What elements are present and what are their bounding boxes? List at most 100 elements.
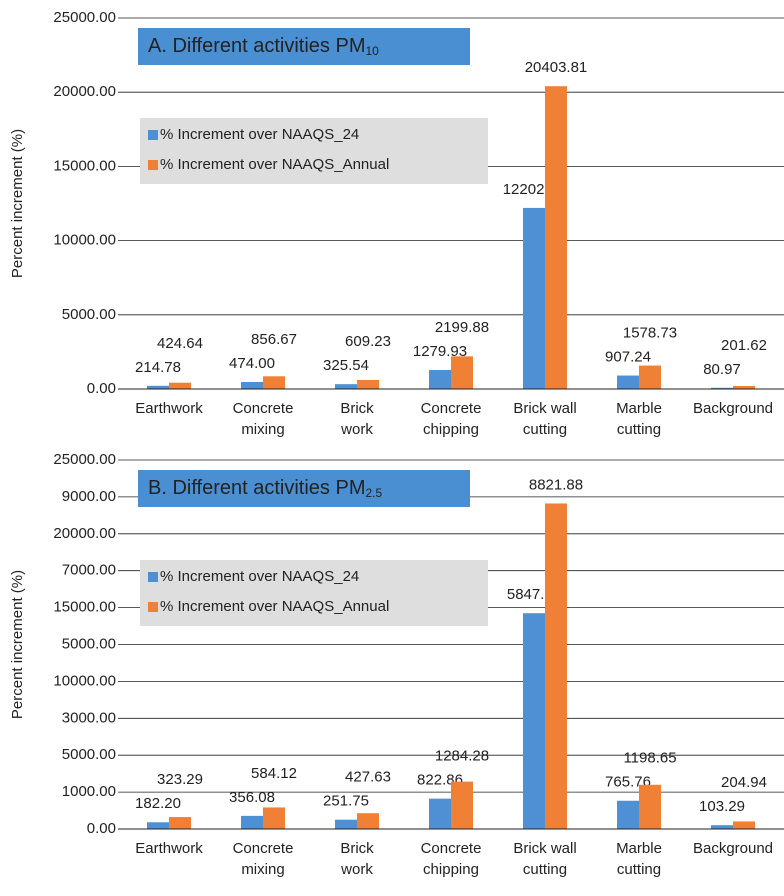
x-tick-label: Concrete xyxy=(233,400,294,417)
value-label: 325.54 xyxy=(323,357,369,374)
x-tick-label: Earthwork xyxy=(135,840,203,857)
value-label: 474.00 xyxy=(229,355,275,372)
title-subscript: 10 xyxy=(365,44,379,58)
chart-title: A. Different activities PM10 xyxy=(148,35,379,58)
y-tick-label: 5000.00 xyxy=(62,306,116,323)
y-axis-label: Percent increment (%) xyxy=(9,129,26,278)
legend-marker xyxy=(148,160,158,170)
x-tick-label: cutting xyxy=(523,861,567,878)
value-label: 356.08 xyxy=(229,789,275,806)
legend-label: % Increment over NAAQS_24 xyxy=(160,568,359,585)
bar xyxy=(263,376,285,389)
y-tick-label: 15000.00 xyxy=(53,157,116,174)
bar xyxy=(451,781,473,829)
legend-marker xyxy=(148,130,158,140)
x-tick-label: Brick xyxy=(340,400,374,417)
value-label: 251.75 xyxy=(323,793,369,810)
value-label: 20403.81 xyxy=(525,59,588,76)
bar xyxy=(169,817,191,829)
value-label: 907.24 xyxy=(605,349,651,366)
legend-marker xyxy=(148,572,158,582)
x-tick-label: Marble xyxy=(616,400,662,417)
value-label: 2199.88 xyxy=(435,319,489,336)
x-tick-label: cutting xyxy=(617,421,661,438)
bar xyxy=(335,819,357,829)
value-label: 584.12 xyxy=(251,765,297,782)
legend-label: % Increment over NAAQS_Annual xyxy=(160,598,389,615)
bar xyxy=(429,370,451,389)
title-box: B. Different activities PM2.5 xyxy=(138,470,470,507)
value-label: 1279.93 xyxy=(413,343,467,360)
bar xyxy=(335,384,357,389)
y-tick-label: 3000.00 xyxy=(62,709,116,726)
x-tick-label: Background xyxy=(693,400,773,417)
x-tick-label: Concrete xyxy=(421,840,482,857)
value-label: 609.23 xyxy=(345,333,391,350)
x-tick-label: Concrete xyxy=(421,400,482,417)
x-tick-label: Marble xyxy=(616,840,662,857)
bar xyxy=(169,382,191,389)
legend-marker xyxy=(148,602,158,612)
bar xyxy=(147,822,169,829)
y-tick-label: 10000.00 xyxy=(53,232,116,249)
y-tick-label: 7000.00 xyxy=(62,562,116,579)
bar xyxy=(357,379,379,389)
y-tick-label: 15000.00 xyxy=(53,599,116,616)
bar xyxy=(617,375,639,389)
value-label: 8821.88 xyxy=(529,476,583,493)
value-label: 80.97 xyxy=(703,361,741,378)
bar xyxy=(241,815,263,829)
bar xyxy=(147,385,169,389)
x-tick-label: Brick wall xyxy=(513,840,576,857)
bar xyxy=(523,613,545,829)
bar xyxy=(545,503,567,829)
x-tick-label: chipping xyxy=(423,861,479,878)
value-label: 323.29 xyxy=(157,771,203,788)
title-subscript: 2.5 xyxy=(365,486,382,500)
x-tick-label: Background xyxy=(693,840,773,857)
legend-background xyxy=(140,560,488,626)
bar xyxy=(711,387,733,389)
value-label: 201.62 xyxy=(721,337,767,354)
bar xyxy=(711,825,733,829)
bar xyxy=(523,207,545,389)
bar xyxy=(241,381,263,389)
legend-background xyxy=(140,118,488,184)
y-tick-label: 5000.00 xyxy=(62,635,116,652)
x-tick-label: Brick wall xyxy=(513,400,576,417)
x-tick-label: cutting xyxy=(617,861,661,878)
bar xyxy=(639,365,661,389)
bar xyxy=(733,386,755,389)
value-label: 1284.28 xyxy=(435,748,489,765)
bar xyxy=(617,800,639,829)
bar xyxy=(451,356,473,389)
bar xyxy=(357,813,379,829)
x-tick-label: mixing xyxy=(241,421,284,438)
y-tick-label: 20000.00 xyxy=(53,525,116,542)
legend-label: % Increment over NAAQS_24 xyxy=(160,126,359,143)
title-box: A. Different activities PM10 xyxy=(138,28,470,65)
value-label: 424.64 xyxy=(157,335,203,352)
y-tick-label: 5000.00 xyxy=(62,746,116,763)
title-background xyxy=(138,28,470,65)
x-tick-label: mixing xyxy=(241,861,284,878)
legend-label: % Increment over NAAQS_Annual xyxy=(160,156,389,173)
value-label: 204.94 xyxy=(721,774,767,791)
chart-title: B. Different activities PM2.5 xyxy=(148,477,382,500)
value-label: 214.78 xyxy=(135,359,181,376)
bar xyxy=(639,784,661,829)
x-tick-label: Earthwork xyxy=(135,400,203,417)
x-tick-label: work xyxy=(340,421,373,438)
y-tick-label: 10000.00 xyxy=(53,672,116,689)
value-label: 1198.65 xyxy=(623,750,676,767)
bar xyxy=(263,807,285,829)
value-label: 103.29 xyxy=(699,798,745,815)
y-tick-label: 1000.00 xyxy=(62,783,116,800)
y-tick-label: 0.00 xyxy=(87,820,116,837)
y-tick-label: 25000.00 xyxy=(53,451,116,468)
y-tick-label: 20000.00 xyxy=(53,83,116,100)
bar xyxy=(429,798,451,829)
y-axis-label: Percent increment (%) xyxy=(9,570,26,719)
x-tick-label: chipping xyxy=(423,421,479,438)
